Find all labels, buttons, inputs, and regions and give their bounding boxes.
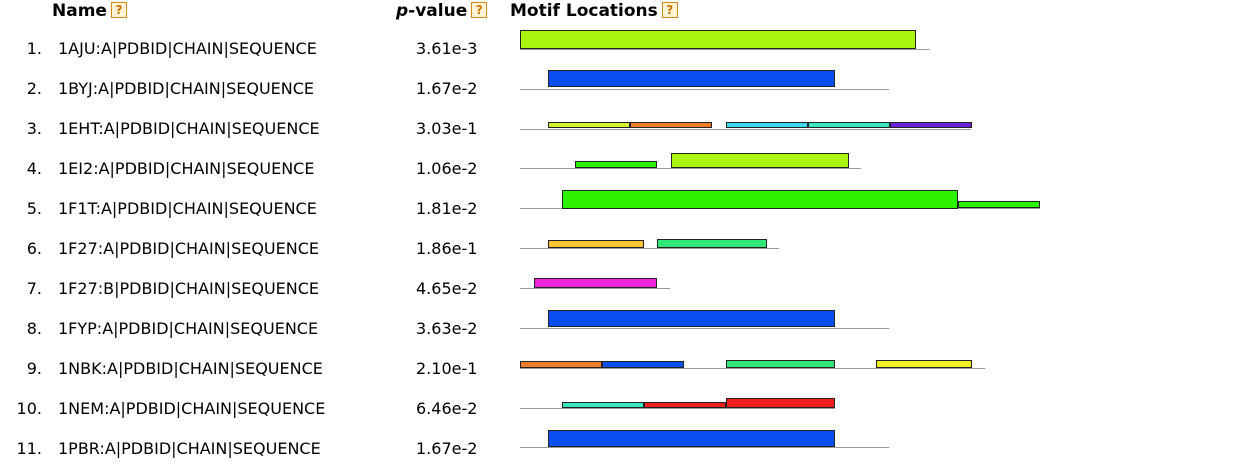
motif-locations-column-header: Motif Locations?: [510, 0, 678, 22]
table-row: 5. 1F1T:A|PDBID|CHAIN|SEQUENCE 1.81e-2: [0, 190, 1252, 230]
row-number: 8.: [26, 319, 42, 338]
row-pvalue: 1.06e-2: [416, 159, 478, 178]
pvalue-help-icon[interactable]: ?: [471, 2, 488, 18]
row-pvalue: 1.67e-2: [416, 79, 478, 98]
row-pvalue: 2.10e-1: [416, 359, 478, 378]
sequence-line: [520, 129, 971, 130]
motif-block[interactable]: [671, 153, 849, 168]
row-number: 6.: [26, 239, 42, 258]
row-number: 2.: [26, 79, 42, 98]
sequence-line: [520, 288, 670, 289]
sequence-name: 1F27:B|PDBID|CHAIN|SEQUENCE: [58, 279, 320, 298]
sequence-name: 1EI2:A|PDBID|CHAIN|SEQUENCE: [58, 159, 315, 178]
row-number: 7.: [26, 279, 42, 298]
motif-block[interactable]: [548, 70, 835, 87]
sequence-name: 1BYJ:A|PDBID|CHAIN|SEQUENCE: [58, 79, 315, 98]
motif-block[interactable]: [808, 122, 890, 128]
table-row: 7. 1F27:B|PDBID|CHAIN|SEQUENCE 4.65e-2: [0, 270, 1252, 310]
row-pvalue: 3.63e-2: [416, 319, 478, 338]
sequence-line: [520, 89, 889, 90]
motif-block[interactable]: [548, 240, 644, 248]
pvalue-header-prefix: p: [396, 1, 409, 21]
row-pvalue: 3.61e-3: [416, 39, 478, 58]
row-number: 11.: [16, 439, 42, 458]
row-number: 10.: [16, 399, 42, 418]
motif-block[interactable]: [630, 122, 712, 128]
sequence-name: 1PBR:A|PDBID|CHAIN|SEQUENCE: [58, 439, 321, 458]
motif-block[interactable]: [958, 201, 1040, 208]
motif-block[interactable]: [520, 30, 916, 49]
row-number: 9.: [26, 359, 42, 378]
sequence-line: [520, 408, 835, 409]
motif-locations-header-label: Motif Locations: [510, 1, 658, 21]
name-help-icon[interactable]: ?: [110, 2, 127, 18]
motif-block[interactable]: [726, 360, 835, 368]
pvalue-column-header: p-value?: [396, 0, 488, 22]
row-number: 4.: [26, 159, 42, 178]
table-row: 2. 1BYJ:A|PDBID|CHAIN|SEQUENCE 1.67e-2: [0, 70, 1252, 110]
row-pvalue: 1.67e-2: [416, 439, 478, 458]
motif-block[interactable]: [726, 122, 808, 128]
row-pvalue: 3.03e-1: [416, 119, 478, 138]
table-row: 9. 1NBK:A|PDBID|CHAIN|SEQUENCE 2.10e-1: [0, 350, 1252, 390]
row-pvalue: 1.81e-2: [416, 199, 478, 218]
table-row: 11. 1PBR:A|PDBID|CHAIN|SEQUENCE 1.67e-2: [0, 430, 1252, 470]
row-pvalue: 6.46e-2: [416, 399, 478, 418]
motif-locations-help-icon[interactable]: ?: [661, 2, 678, 18]
table-row: 4. 1EI2:A|PDBID|CHAIN|SEQUENCE 1.06e-2: [0, 150, 1252, 190]
name-column-header: Name?: [52, 0, 127, 22]
row-pvalue: 1.86e-1: [416, 239, 478, 258]
row-number: 5.: [26, 199, 42, 218]
sequence-line: [520, 328, 889, 329]
sequence-line: [520, 447, 889, 448]
sequence-line: [520, 49, 930, 50]
motif-block[interactable]: [575, 161, 657, 168]
table-row: 1. 1AJU:A|PDBID|CHAIN|SEQUENCE 3.61e-3: [0, 30, 1252, 70]
motif-block[interactable]: [548, 430, 835, 447]
sequence-name: 1NEM:A|PDBID|CHAIN|SEQUENCE: [58, 399, 326, 418]
motif-block[interactable]: [890, 122, 972, 128]
table-row: 10. 1NEM:A|PDBID|CHAIN|SEQUENCE 6.46e-2: [0, 390, 1252, 430]
motif-block[interactable]: [520, 361, 602, 368]
sequence-name: 1F1T:A|PDBID|CHAIN|SEQUENCE: [58, 199, 317, 218]
motif-block[interactable]: [726, 398, 835, 408]
sequence-name: 1EHT:A|PDBID|CHAIN|SEQUENCE: [58, 119, 320, 138]
motif-block[interactable]: [562, 402, 644, 408]
motif-block[interactable]: [534, 278, 657, 288]
sequence-name: 1F27:A|PDBID|CHAIN|SEQUENCE: [58, 239, 319, 258]
motif-block[interactable]: [644, 402, 726, 408]
table-row: 6. 1F27:A|PDBID|CHAIN|SEQUENCE 1.86e-1: [0, 230, 1252, 270]
table-row: 8. 1FYP:A|PDBID|CHAIN|SEQUENCE 3.63e-2: [0, 310, 1252, 350]
motif-block[interactable]: [548, 122, 630, 128]
motif-block[interactable]: [602, 361, 684, 368]
sequence-line: [520, 168, 861, 169]
sequence-line: [520, 368, 985, 369]
sequence-name: 1NBK:A|PDBID|CHAIN|SEQUENCE: [58, 359, 323, 378]
pvalue-header-label: -value: [408, 1, 468, 21]
name-header-label: Name: [52, 1, 107, 21]
table-row: 3. 1EHT:A|PDBID|CHAIN|SEQUENCE 3.03e-1: [0, 110, 1252, 150]
sequence-line: [520, 248, 779, 249]
motif-block[interactable]: [657, 239, 767, 248]
motif-block[interactable]: [562, 190, 958, 209]
motif-block[interactable]: [548, 310, 835, 327]
row-number: 3.: [26, 119, 42, 138]
sequence-name: 1AJU:A|PDBID|CHAIN|SEQUENCE: [58, 39, 317, 58]
sequence-name: 1FYP:A|PDBID|CHAIN|SEQUENCE: [58, 319, 319, 338]
row-pvalue: 4.65e-2: [416, 279, 478, 298]
motif-block[interactable]: [876, 360, 972, 368]
row-number: 1.: [26, 39, 42, 58]
